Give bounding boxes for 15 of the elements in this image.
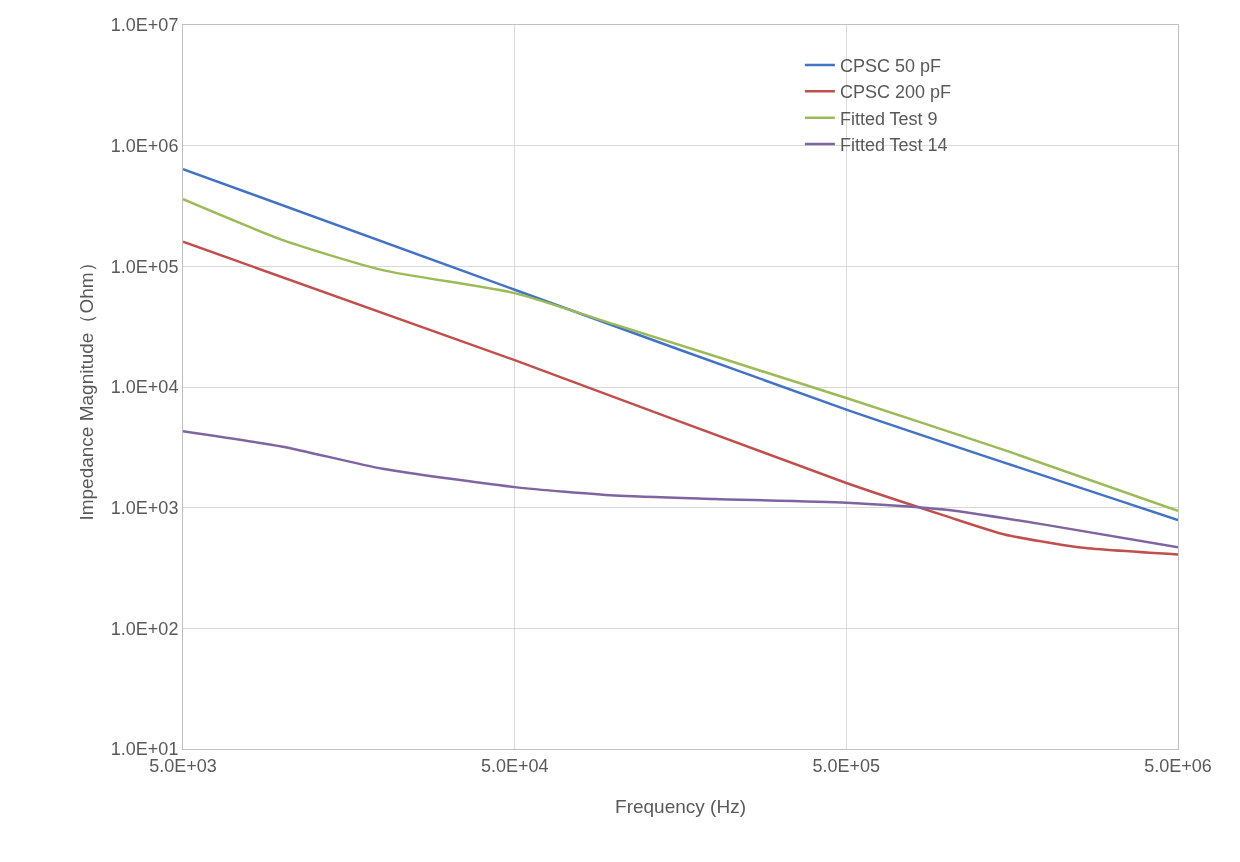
x-axis-title: Frequency (Hz) [615,796,746,818]
y-tick-label: 1.0E+03 [110,497,179,518]
legend-label: CPSC 200 pF [839,82,951,103]
y-axis-title: Impedance Magnitude（Ohm） [75,253,97,521]
y-tick-label: 1.0E+05 [110,256,179,277]
legend-label: CPSC 50 pF [839,55,941,76]
y-tick-label: 1.0E+02 [110,618,179,639]
x-tick-label: 5.0E+06 [1144,755,1212,776]
y-tick-label: 1.0E+04 [110,377,179,398]
x-tick-label: 5.0E+05 [812,755,881,776]
y-tick-label: 1.0E+06 [110,135,179,156]
legend-label: Fitted Test 14 [839,135,948,156]
x-tick-label: 5.0E+04 [480,755,549,776]
legend-label: Fitted Test 9 [839,108,938,129]
y-tick-label: 1.0E+07 [110,15,179,36]
